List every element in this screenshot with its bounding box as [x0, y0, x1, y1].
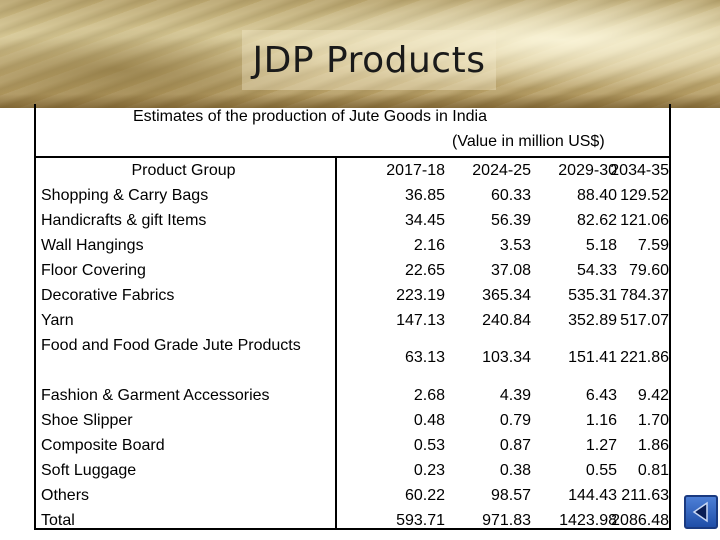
product-group-cell: Fashion & Garment Accessories — [41, 386, 270, 404]
value-cell: 37.08 — [490, 261, 531, 279]
value-cell: 36.85 — [404, 186, 445, 204]
value-cell: 0.38 — [499, 461, 531, 479]
value-cell: 1.70 — [637, 411, 669, 429]
production-table: Product Group 2017-18 2024-25 2029-30 20… — [36, 156, 669, 533]
table-row: Food and Food Grade Jute Products 63.13 10… — [36, 333, 669, 383]
product-group-cell: Decorative Fabrics — [41, 286, 175, 304]
value-cell: 6.43 — [585, 386, 617, 404]
product-group-cell: Wall Hangings — [41, 236, 144, 254]
value-cell: 1.27 — [585, 436, 617, 454]
table-row: Floor Covering 22.65 37.08 54.33 79.60 — [36, 258, 669, 283]
header-2034-35: 2034-35 — [610, 161, 669, 179]
value-cell: 63.13 — [404, 349, 445, 366]
value-cell: 144.43 — [568, 486, 617, 504]
value-cell: 4.39 — [499, 386, 531, 404]
table-row: Others 60.22 98.57 144.43 211.63 — [36, 483, 669, 508]
table-frame — [34, 104, 671, 530]
value-cell: 5.18 — [585, 236, 617, 254]
value-cell: 22.65 — [404, 261, 445, 279]
product-group-cell: Shopping & Carry Bags — [41, 186, 209, 204]
value-cell: 211.63 — [621, 486, 669, 504]
slide-title: JDP Products — [252, 39, 486, 81]
value-cell: 1.16 — [585, 411, 617, 429]
title-box: JDP Products — [242, 30, 496, 90]
value-cell: 1423.98 — [559, 511, 617, 529]
value-cell: 147.13 — [396, 311, 445, 329]
table-row: Total 593.71 971.83 1423.98 2086.48 — [36, 508, 669, 533]
value-cell: 103.34 — [482, 349, 531, 366]
value-cell: 0.53 — [413, 436, 445, 454]
product-group-cell: Shoe Slipper — [41, 411, 133, 429]
table-row: Wall Hangings 2.16 3.53 5.18 7.59 — [36, 233, 669, 258]
header-product-group: Product Group — [131, 161, 236, 179]
value-cell: 0.48 — [413, 411, 445, 429]
value-cell: 54.33 — [576, 261, 617, 279]
value-cell: 784.37 — [620, 286, 669, 304]
table-row: Decorative Fabrics 223.19 365.34 535.31 784.… — [36, 283, 669, 308]
value-cell: 221.86 — [620, 349, 669, 366]
table-row: Shoe Slipper 0.48 0.79 1.16 1.70 — [36, 408, 669, 433]
table-row: Fashion & Garment Accessories 2.68 4.39 6.4… — [36, 383, 669, 408]
value-cell: 88.40 — [576, 186, 617, 204]
value-cell: 7.59 — [637, 236, 669, 254]
value-cell: 0.87 — [499, 436, 531, 454]
value-cell: 0.79 — [499, 411, 531, 429]
value-cell: 9.42 — [637, 386, 669, 404]
product-group-cell: Total — [41, 511, 75, 529]
value-cell: 2.68 — [413, 386, 445, 404]
table-row: Soft Luggage 0.23 0.38 0.55 0.81 — [36, 458, 669, 483]
value-cell: 79.60 — [628, 261, 669, 279]
table-row: Composite Board 0.53 0.87 1.27 1.86 — [36, 433, 669, 458]
value-cell: 365.34 — [482, 286, 531, 304]
value-cell: 82.62 — [576, 211, 617, 229]
value-cell: 60.33 — [490, 186, 531, 204]
value-cell: 1.86 — [637, 436, 669, 454]
value-cell: 0.23 — [413, 461, 445, 479]
value-cell: 2.16 — [413, 236, 445, 254]
value-cell: 60.22 — [404, 486, 445, 504]
value-cell: 121.06 — [620, 211, 669, 229]
value-cell: 151.41 — [568, 349, 617, 366]
table-row: Yarn 147.13 240.84 352.89 517.07 — [36, 308, 669, 333]
product-group-cell: Food and Food Grade Jute Products — [41, 337, 301, 354]
title-banner: JDP Products — [0, 0, 720, 108]
value-cell: 535.31 — [568, 286, 617, 304]
product-group-cell: Soft Luggage — [41, 461, 137, 479]
header-2029-30: 2029-30 — [558, 161, 617, 179]
value-cell: 517.07 — [620, 311, 669, 329]
value-cell: 593.71 — [396, 511, 445, 529]
value-cell: 129.52 — [620, 186, 669, 204]
product-group-cell: Floor Covering — [41, 261, 146, 279]
back-nav-button[interactable] — [684, 495, 718, 529]
value-cell: 2086.48 — [611, 511, 669, 529]
header-2024-25: 2024-25 — [472, 161, 531, 179]
value-cell: 98.57 — [490, 486, 531, 504]
header-2017-18: 2017-18 — [386, 161, 445, 179]
value-cell: 34.45 — [404, 211, 445, 229]
table-units: (Value in million US$) — [452, 133, 605, 150]
product-group-cell: Composite Board — [41, 436, 165, 454]
column-divider — [335, 156, 337, 528]
product-group-cell: Yarn — [41, 311, 74, 329]
value-cell: 0.81 — [637, 461, 669, 479]
value-cell: 352.89 — [568, 311, 617, 329]
value-cell: 223.19 — [396, 286, 445, 304]
value-cell: 971.83 — [482, 511, 531, 529]
value-cell: 56.39 — [490, 211, 531, 229]
banner-shadow — [0, 94, 720, 108]
value-cell: 240.84 — [482, 311, 531, 329]
table-caption: Estimates of the production of Jute Good… — [133, 108, 487, 125]
table-row: Shopping & Carry Bags 36.85 60.33 88.40 129.… — [36, 183, 669, 208]
table-row: Handicrafts & gift Items 34.45 56.39 82.62 1… — [36, 208, 669, 233]
product-group-cell: Handicrafts & gift Items — [41, 211, 207, 229]
value-cell: 3.53 — [499, 236, 531, 254]
product-group-cell: Others — [41, 486, 90, 504]
table-header-row: Product Group 2017-18 2024-25 2029-30 20… — [36, 158, 669, 183]
value-cell: 0.55 — [585, 461, 617, 479]
back-arrow-icon — [692, 501, 708, 523]
